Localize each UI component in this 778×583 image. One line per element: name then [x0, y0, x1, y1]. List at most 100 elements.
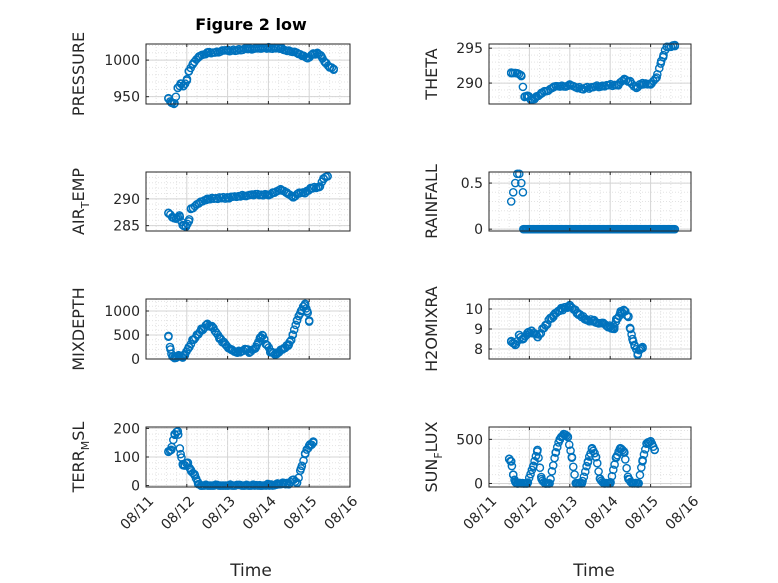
data-point — [194, 52, 204, 61]
data-point — [291, 320, 301, 330]
data-point — [591, 452, 601, 462]
data-point — [296, 464, 306, 473]
y-tick-label: 295 — [456, 41, 483, 57]
data-point — [209, 323, 218, 333]
data-point — [255, 481, 265, 490]
data-point — [180, 349, 190, 359]
x-tick-label: 08/14 — [240, 493, 280, 533]
data-point — [196, 481, 206, 490]
data-point — [166, 98, 176, 107]
data-point — [638, 457, 647, 466]
data-point — [646, 436, 655, 446]
data-point — [620, 306, 629, 316]
x-tick-label: 08/13 — [199, 493, 239, 533]
data-point — [306, 183, 316, 193]
data-point — [302, 306, 312, 316]
data-point — [300, 188, 310, 198]
y-tick-label: 9 — [474, 322, 483, 338]
data-point — [173, 426, 183, 436]
y-axis-label: RAINFALL — [422, 164, 441, 239]
data-point — [597, 81, 607, 91]
y-tick-label: 1000 — [104, 53, 140, 69]
data-point — [632, 83, 641, 93]
subplot-mixdepth: 0 500 1000 MIXDEPTH — [69, 287, 351, 371]
data-point — [286, 335, 296, 345]
data-point — [621, 75, 631, 85]
data-point — [651, 74, 660, 84]
data-point — [605, 322, 615, 332]
data-point — [524, 473, 534, 483]
data-point — [202, 194, 212, 204]
data-point — [551, 448, 560, 457]
data-point — [262, 340, 271, 349]
data-point — [608, 465, 618, 475]
data-point — [284, 46, 294, 55]
data-point — [652, 73, 661, 82]
data-point — [638, 78, 647, 88]
y-axis-label: THETA — [422, 48, 441, 100]
data-point — [541, 320, 550, 330]
data-point — [296, 306, 306, 316]
data-point — [300, 449, 310, 459]
data-point — [587, 443, 597, 453]
data-point — [659, 50, 668, 60]
data-point — [164, 331, 173, 341]
data-point — [186, 204, 196, 214]
data-point — [302, 53, 312, 63]
data-point — [278, 478, 287, 488]
y-tick-label: 0.5 — [461, 176, 483, 192]
data-point — [567, 452, 577, 462]
data-point — [196, 325, 206, 335]
y-tick-label: 200 — [113, 421, 140, 437]
data-point — [577, 84, 587, 93]
data-point — [622, 463, 631, 473]
x-tick-label: 08/13 — [541, 493, 581, 533]
data-point — [557, 304, 567, 314]
data-point — [510, 178, 520, 188]
data-point — [613, 80, 623, 89]
data-point — [580, 467, 590, 476]
data-point — [523, 328, 532, 338]
data-point — [202, 48, 212, 58]
data-point — [323, 171, 332, 181]
data-point — [168, 352, 177, 361]
y-tick-label: 0 — [131, 479, 140, 495]
y-tick-label: 500 — [456, 432, 483, 448]
data-point — [636, 344, 645, 354]
data-point — [319, 174, 328, 183]
data-point — [190, 471, 200, 480]
subplot-terr-msl: 0 100 200 08/11 08/12 08/13 08/14 08/15 08/16 TER… — [69, 421, 361, 533]
data-point — [626, 324, 635, 334]
data-point — [526, 469, 535, 479]
data-point — [592, 458, 602, 468]
x-axis-label-right: Time — [572, 561, 615, 581]
data-point — [624, 312, 633, 322]
y-tick-label: 0 — [131, 352, 140, 368]
y-tick-label: 285 — [113, 219, 140, 235]
data-point — [308, 49, 318, 59]
data-point — [223, 193, 232, 203]
data-point — [563, 432, 573, 442]
subplot-air-temp: 285 290 AIRTEMP — [69, 168, 351, 235]
data-point — [186, 465, 196, 475]
data-point — [611, 314, 621, 324]
data-point — [257, 330, 267, 340]
data-point — [510, 340, 520, 350]
data-point — [184, 217, 194, 226]
data-point — [611, 452, 621, 462]
data-point — [304, 316, 314, 325]
data-point — [294, 189, 304, 198]
data-point — [507, 461, 517, 471]
y-tick-label: 100 — [113, 450, 140, 466]
data-point — [183, 458, 192, 468]
x-tick-label: 08/12 — [501, 493, 541, 533]
data-point — [533, 332, 542, 342]
data-point — [292, 316, 302, 325]
data-point — [245, 347, 255, 357]
x-tick-label: 08/16 — [321, 493, 361, 533]
data-point — [537, 88, 546, 98]
data-point — [170, 98, 179, 108]
data-point — [589, 316, 599, 326]
subplot-rainfall: 0 0.5 RAINFALL — [422, 164, 692, 239]
